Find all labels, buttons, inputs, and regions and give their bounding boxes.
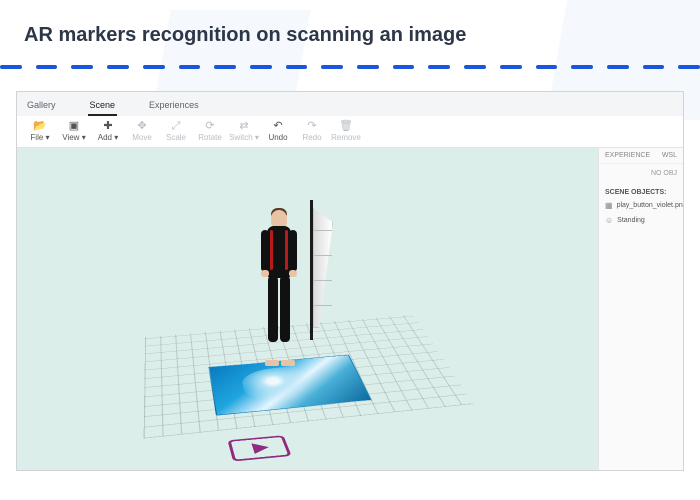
image-icon: ▦ [605, 201, 613, 210]
move-icon: ✥ [137, 121, 146, 132]
layers-icon: ▣ [69, 121, 79, 132]
plus-circle-icon: ✚ [103, 121, 112, 132]
scale-label: Scale [166, 133, 186, 142]
scene-object-item[interactable]: ▦ play_button_violet.png [599, 198, 683, 213]
scene-object-label: play_button_violet.png [617, 202, 683, 209]
redo-label: Redo [302, 133, 321, 142]
side-panel: EXPERIENCE WSL NO OBJ SCENE OBJECTS: ▦ p… [598, 148, 683, 470]
rotate-button[interactable]: ⟳ Rotate [193, 118, 227, 145]
folder-icon: 📂 [33, 121, 47, 132]
remove-label: Remove [331, 133, 361, 142]
play-button-marker[interactable] [228, 435, 292, 461]
scene-object-item[interactable]: ☺ Standing [599, 213, 683, 228]
tab-scene[interactable]: Scene [88, 96, 118, 116]
editor-main: EXPERIENCE WSL NO OBJ SCENE OBJECTS: ▦ p… [17, 148, 683, 470]
redo-button[interactable]: ↷ Redo [295, 118, 329, 145]
section-divider [0, 65, 700, 69]
scene-objects-header: SCENE OBJECTS: [599, 183, 683, 198]
file-menu[interactable]: 📂 File ▾ [23, 118, 57, 145]
switch-icon: ⇄ [239, 121, 248, 132]
page-title: AR markers recognition on scanning an im… [0, 0, 700, 55]
tab-experiences[interactable]: Experiences [147, 96, 201, 116]
sidepanel-tab-wsl[interactable]: WSL [662, 152, 677, 159]
undo-label: Undo [268, 133, 287, 142]
rotate-label: Rotate [198, 133, 222, 142]
windsurf-sail-model[interactable] [307, 200, 337, 340]
remove-button[interactable]: 🗑 Remove [329, 118, 363, 145]
scene-canvas[interactable] [17, 148, 598, 470]
sidepanel-tab-experience[interactable]: EXPERIENCE [605, 152, 650, 159]
tab-gallery[interactable]: Gallery [25, 96, 58, 116]
toolbar: 📂 File ▾ ▣ View ▾ ✚ Add ▾ ✥ Move ⤢ Scale… [17, 116, 683, 148]
move-button[interactable]: ✥ Move [125, 118, 159, 145]
trash-icon: 🗑 [339, 121, 353, 132]
view-label: View [62, 133, 79, 142]
scene-object-label: Standing [617, 217, 645, 224]
undo-icon: ↶ [273, 121, 282, 132]
scale-icon: ⤢ [172, 121, 181, 132]
editor-tabs: Gallery Scene Experiences [17, 92, 683, 116]
standing-person-model[interactable] [259, 210, 299, 360]
file-label: File [30, 133, 43, 142]
move-label: Move [132, 133, 152, 142]
sidepanel-tabs: EXPERIENCE WSL [599, 148, 683, 164]
sidepanel-no-object: NO OBJ [599, 164, 683, 183]
undo-button[interactable]: ↶ Undo [261, 118, 295, 145]
redo-icon: ↷ [307, 121, 316, 132]
switch-label: Switch [229, 133, 253, 142]
view-menu[interactable]: ▣ View ▾ [57, 118, 91, 145]
add-label: Add [98, 133, 112, 142]
add-menu[interactable]: ✚ Add ▾ [91, 118, 125, 145]
person-icon: ☺ [605, 216, 613, 225]
rotate-icon: ⟳ [205, 121, 214, 132]
scale-button[interactable]: ⤢ Scale [159, 118, 193, 145]
editor-window: Gallery Scene Experiences 📂 File ▾ ▣ Vie… [16, 91, 684, 471]
switch-menu[interactable]: ⇄ Switch ▾ [227, 118, 261, 145]
